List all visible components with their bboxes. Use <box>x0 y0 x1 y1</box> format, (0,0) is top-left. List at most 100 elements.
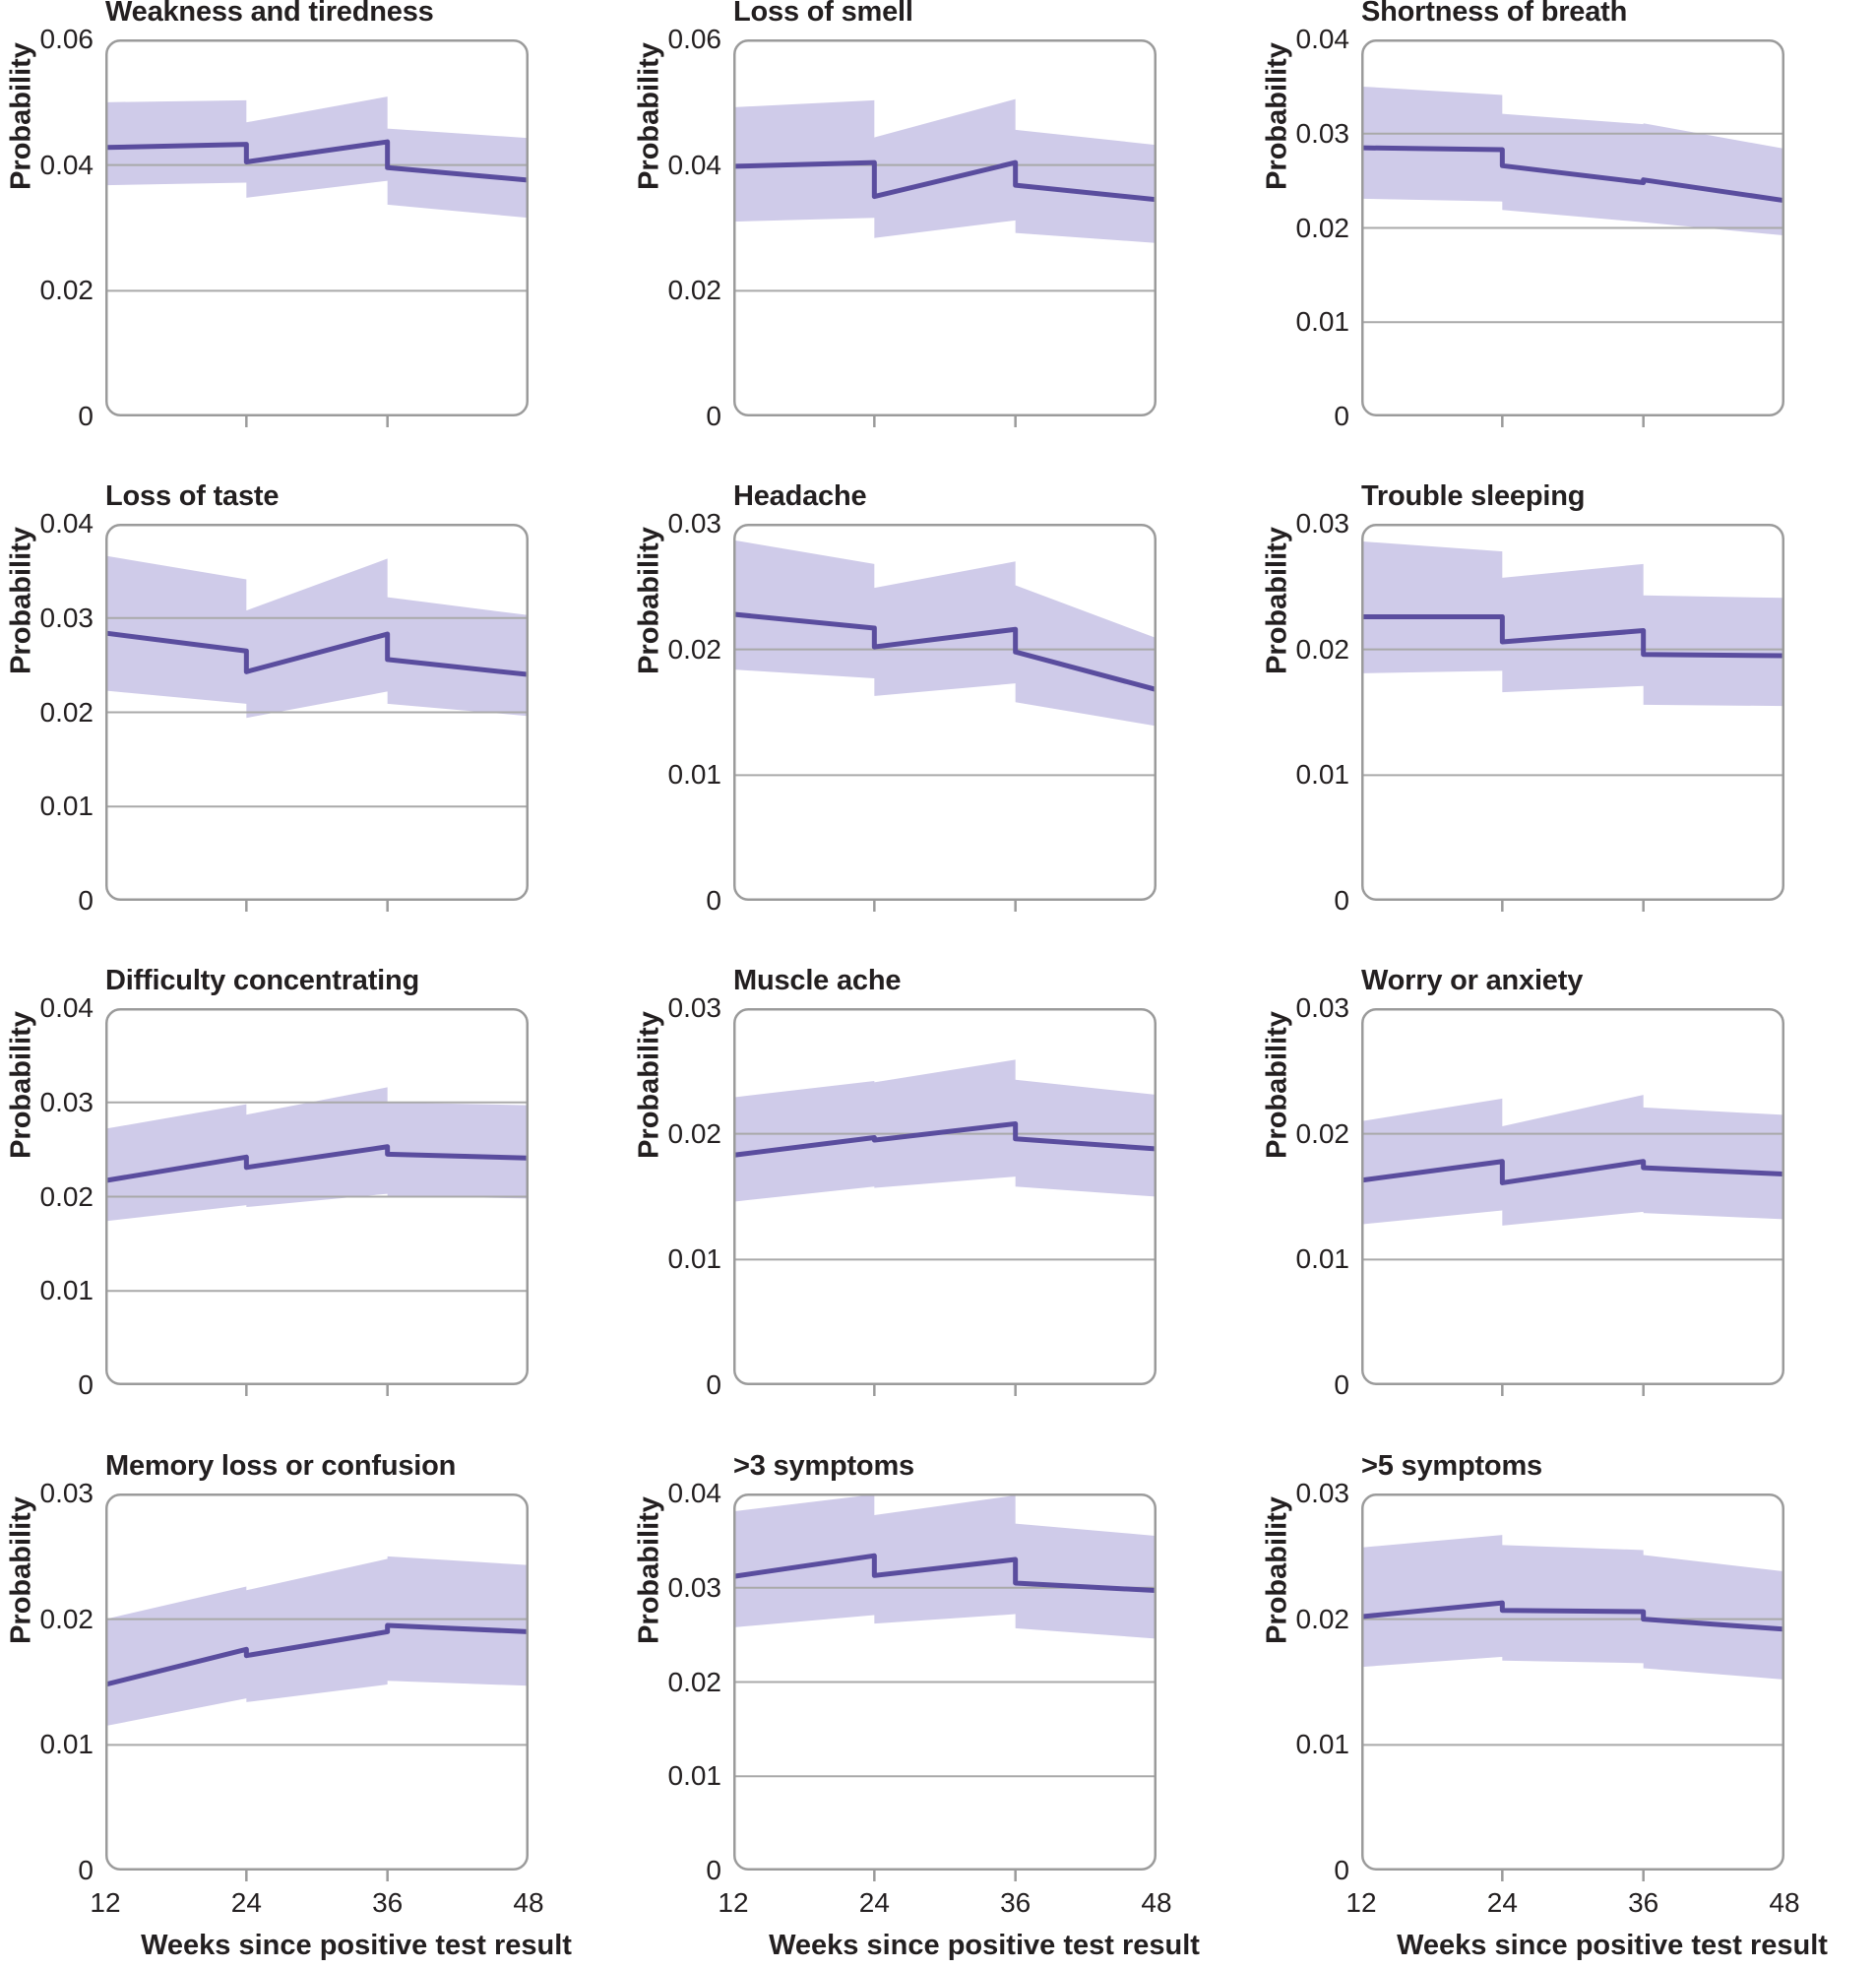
plot-border <box>733 524 1157 901</box>
panel-title: Loss of taste <box>105 480 280 512</box>
x-tick-label: 12 <box>90 1887 121 1918</box>
estimate-line <box>1362 145 1783 204</box>
estimate-line <box>734 611 1156 692</box>
y-tick-label: 0.01 <box>1295 1729 1350 1760</box>
y-tick-label: 0.03 <box>39 1086 94 1117</box>
estimate-line <box>734 1120 1156 1158</box>
y-tick-label: 0.02 <box>667 1117 722 1149</box>
panel-title: Headache <box>733 480 867 512</box>
panel-title: Difficulty concentrating <box>105 965 420 996</box>
y-tick-label: 0.01 <box>39 1275 94 1306</box>
y-tick-label: 0 <box>1334 401 1349 431</box>
confidence-band <box>1362 86 1783 236</box>
estimate-line <box>106 630 528 677</box>
y-tick-label: 0.03 <box>1295 508 1350 539</box>
y-tick-label: 0.06 <box>667 24 722 54</box>
x-tick-label: 24 <box>1486 1887 1518 1918</box>
y-tick-label: 0 <box>706 401 721 431</box>
confidence-band <box>1362 1095 1783 1226</box>
y-tick-label: 0.02 <box>1295 1117 1350 1149</box>
confidence-band <box>106 555 528 719</box>
y-tick-label: 0.03 <box>39 602 94 633</box>
panel-title: Weakness and tiredness <box>105 0 434 28</box>
y-tick-label: 0.03 <box>667 992 722 1023</box>
y-tick-label: 0.02 <box>1295 633 1350 665</box>
y-tick-label: 0 <box>78 1855 94 1885</box>
plot-border <box>105 1493 529 1871</box>
y-tick-label: 0 <box>1334 1855 1349 1885</box>
plot-area <box>733 1008 1157 1396</box>
panel-title: >5 symptoms <box>1361 1450 1542 1482</box>
estimate-line <box>106 139 528 183</box>
plot-area <box>105 1493 529 1881</box>
y-tick-label: 0.04 <box>667 149 722 180</box>
confidence-band <box>106 1556 528 1727</box>
plot-border <box>1361 39 1784 416</box>
estimate-line <box>1362 613 1783 659</box>
estimate-line <box>734 159 1156 203</box>
y-tick-label: 0.03 <box>667 508 722 539</box>
y-tick-label: 0.01 <box>39 1729 94 1760</box>
y-tick-label: 0 <box>1334 1369 1349 1400</box>
plot-border <box>733 1008 1157 1385</box>
y-tick-label: 0.02 <box>39 1603 94 1634</box>
y-tick-label: 0 <box>78 1369 94 1400</box>
plot-area <box>733 39 1157 427</box>
x-tick-label: 12 <box>1345 1887 1377 1918</box>
plot-border <box>1361 524 1784 901</box>
estimate-line <box>734 1553 1156 1594</box>
plot-area <box>1361 1493 1784 1881</box>
estimate-line <box>1362 1159 1783 1185</box>
plot-border <box>733 1493 1157 1871</box>
y-tick-label: 0.06 <box>39 24 94 54</box>
x-axis-label: Weeks since positive test result <box>769 1930 1200 1961</box>
plot-border <box>733 39 1157 416</box>
x-tick-label: 12 <box>718 1887 749 1918</box>
y-tick-label: 0.03 <box>1295 992 1350 1023</box>
x-tick-label: 24 <box>858 1887 890 1918</box>
y-tick-label: 0 <box>706 1855 721 1885</box>
y-tick-label: 0.02 <box>1295 212 1350 243</box>
y-tick-label: 0 <box>1334 885 1349 916</box>
y-tick-label: 0.02 <box>667 633 722 665</box>
estimate-line <box>1362 1600 1783 1632</box>
confidence-band <box>106 96 528 219</box>
y-tick-label: 0.01 <box>1295 759 1350 791</box>
x-tick-label: 48 <box>513 1887 544 1918</box>
y-tick-label: 0.02 <box>1295 1603 1350 1634</box>
y-tick-label: 0.01 <box>1295 1243 1350 1275</box>
plot-area <box>733 1493 1157 1881</box>
y-tick-label: 0.04 <box>1295 24 1350 54</box>
panel-title: >3 symptoms <box>733 1450 914 1482</box>
plot-border <box>105 1008 529 1385</box>
x-tick-label: 36 <box>372 1887 404 1918</box>
y-tick-label: 0.04 <box>667 1478 722 1508</box>
y-tick-label: 0.01 <box>667 759 722 791</box>
plot-area <box>105 524 529 912</box>
y-tick-label: 0 <box>78 401 94 431</box>
y-tick-label: 0.02 <box>39 1180 94 1212</box>
panel-title: Memory loss or confusion <box>105 1450 457 1482</box>
y-tick-label: 0.01 <box>667 1243 722 1275</box>
y-tick-label: 0.03 <box>1295 117 1350 149</box>
y-tick-label: 0.02 <box>39 696 94 728</box>
y-tick-label: 0 <box>706 885 721 916</box>
y-tick-label: 0 <box>706 1369 721 1400</box>
y-tick-label: 0.03 <box>1295 1478 1350 1508</box>
y-tick-label: 0.02 <box>667 275 722 306</box>
plot-area <box>1361 39 1784 427</box>
panel-title: Muscle ache <box>733 965 902 996</box>
y-tick-label: 0.02 <box>39 275 94 306</box>
plot-area <box>105 39 529 427</box>
y-tick-label: 0.01 <box>1295 306 1350 338</box>
y-tick-label: 0.04 <box>39 149 94 180</box>
y-tick-label: 0.04 <box>39 508 94 539</box>
confidence-band <box>734 98 1156 243</box>
x-axis-label: Weeks since positive test result <box>1397 1930 1828 1961</box>
y-tick-label: 0.03 <box>39 1478 94 1508</box>
y-tick-label: 0.02 <box>667 1666 722 1697</box>
confidence-band <box>106 1087 528 1222</box>
y-tick-label: 0.04 <box>39 992 94 1023</box>
x-axis-label: Weeks since positive test result <box>141 1930 572 1961</box>
plot-area <box>1361 1008 1784 1396</box>
